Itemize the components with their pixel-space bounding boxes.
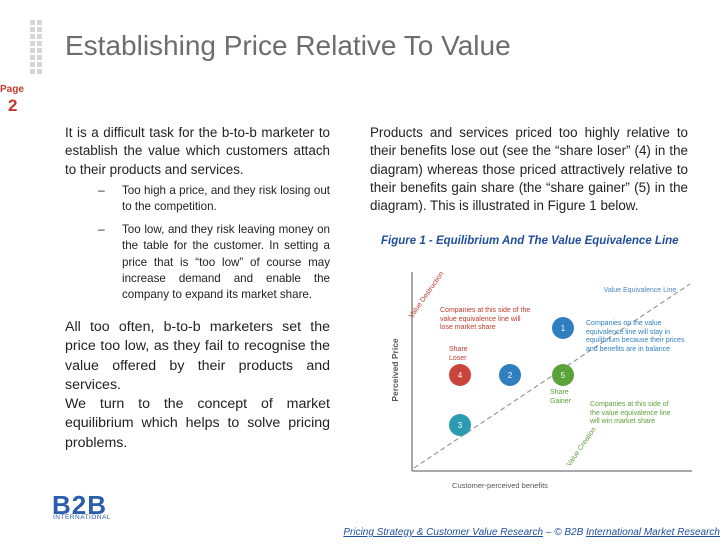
logo-subtitle: INTERNATIONAL bbox=[53, 514, 112, 521]
paragraph: We turn to the concept of market equilib… bbox=[65, 396, 330, 451]
loser-label: Share Loser bbox=[449, 346, 468, 362]
lose-note: Companies at this side of the value equi… bbox=[440, 307, 531, 331]
page-number: 2 bbox=[8, 96, 18, 115]
dot-grid bbox=[30, 20, 42, 74]
y-axis-label: Perceived Price bbox=[390, 338, 400, 402]
title: Establishing Price Relative To Value bbox=[65, 30, 511, 61]
x-axis-label: Customer-perceived benefits bbox=[452, 481, 548, 490]
footer: Pricing Strategy & Customer Value Resear… bbox=[343, 527, 720, 538]
bullet-marker: – bbox=[98, 222, 105, 236]
footer-separator: – © B2B bbox=[543, 527, 587, 538]
page-label: Page bbox=[0, 84, 24, 95]
gainer-label: Share Gainer bbox=[550, 389, 572, 405]
line-label: Value Equivalence Line bbox=[604, 287, 677, 294]
bullet: Too high a price, and they risk losing o… bbox=[122, 184, 330, 214]
win-note: Companies at this side of the value equi… bbox=[590, 401, 671, 425]
node bbox=[449, 364, 471, 386]
bullet-marker: – bbox=[98, 183, 105, 197]
company-link[interactable]: International Market Research bbox=[586, 527, 720, 538]
node bbox=[552, 364, 574, 386]
node-label: 4 bbox=[458, 371, 463, 380]
node bbox=[499, 364, 521, 386]
logo: B2B bbox=[52, 490, 108, 520]
bullet: Too low, and they risk leaving money on … bbox=[122, 223, 330, 302]
stay-note: Companies on the value equivalence line … bbox=[586, 320, 685, 353]
node-label: 5 bbox=[561, 371, 566, 380]
node-label: 3 bbox=[458, 421, 463, 430]
value-equivalence-line bbox=[413, 283, 691, 469]
paragraph: Products and services priced too highly … bbox=[370, 125, 688, 214]
node-label: 1 bbox=[561, 324, 566, 333]
paragraph: All too often, b-to-b marketers set the … bbox=[65, 319, 330, 394]
creation-label: Value Creation bbox=[566, 426, 598, 468]
figure-caption: Figure 1 - Equilibrium And The Value Equ… bbox=[381, 235, 679, 247]
node-label: 2 bbox=[508, 371, 513, 380]
node bbox=[449, 414, 471, 436]
source-link[interactable]: Pricing Strategy & Customer Value Resear… bbox=[343, 527, 544, 538]
node bbox=[552, 317, 574, 339]
intro: It is a difficult task for the b-to-b ma… bbox=[65, 125, 330, 177]
